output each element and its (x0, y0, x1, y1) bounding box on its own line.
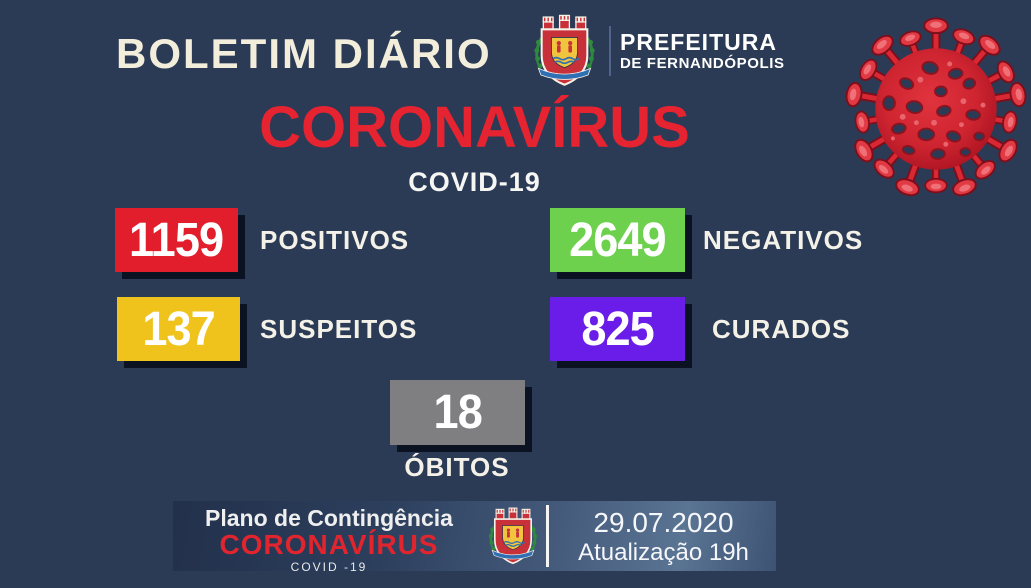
stat-label-curados: CURADOS (712, 314, 851, 344)
stat-value-obitos: 18 (433, 386, 482, 439)
page-title: BOLETIM DIÁRIO (116, 30, 492, 77)
plan-title: Plano de Contingência (205, 505, 453, 531)
banner-divider (546, 505, 549, 567)
logo-divider (609, 26, 611, 76)
contingency-plan-banner: Plano de Contingência CORONAVÍRUS COVID … (173, 501, 776, 574)
stat-box-positivos: 1159 (115, 208, 238, 272)
stat-box-obitos: 18 (390, 380, 525, 445)
plan-disease: CORONAVÍRUS (219, 529, 439, 561)
plan-text-block: Plano de Contingência CORONAVÍRUS COVID … (173, 505, 485, 576)
stat-label-negativos: NEGATIVOS (703, 225, 864, 255)
city-crest-icon (487, 506, 539, 566)
prefecture-name-line1: PREFEITURA (620, 29, 777, 55)
city-crest-icon (527, 13, 602, 88)
stat-value-negativos: 2649 (569, 213, 667, 267)
update-block: 29.07.2020 Atualização 19h (561, 507, 766, 568)
stat-label-obitos: ÓBITOS (404, 452, 510, 482)
stat-value-suspeitos: 137 (142, 302, 215, 356)
disease-title: CORONAVÍRUS (259, 95, 690, 160)
virus-icon (843, 17, 1029, 200)
stat-label-positivos: POSITIVOS (260, 225, 410, 255)
stat-value-curados: 825 (581, 302, 654, 356)
update-time: Atualização 19h (578, 539, 749, 567)
disease-subtitle: COVID-19 (408, 167, 541, 197)
stat-box-suspeitos: 137 (117, 297, 240, 361)
prefecture-name-line2: DE FERNANDÓPOLIS (620, 55, 785, 73)
stat-label-suspeitos: SUSPEITOS (260, 314, 418, 344)
stat-box-curados: 825 (550, 297, 685, 361)
bulletin-date: 29.07.2020 (593, 507, 734, 538)
stat-value-positivos: 1159 (129, 213, 224, 267)
plan-covid: COVID -19 (290, 560, 368, 575)
stat-box-negativos: 2649 (550, 208, 685, 272)
prefecture-wordmark: PREFEITURA DE FERNANDÓPOLIS (620, 29, 785, 73)
